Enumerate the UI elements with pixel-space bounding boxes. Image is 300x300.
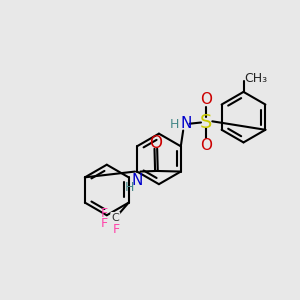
Text: C: C: [111, 213, 119, 223]
Text: N: N: [181, 116, 192, 131]
Text: O: O: [200, 92, 212, 107]
Text: CH₃: CH₃: [244, 72, 268, 85]
Text: O: O: [149, 134, 162, 152]
Text: F: F: [100, 217, 108, 230]
Text: F: F: [100, 207, 108, 220]
Text: F: F: [112, 223, 119, 236]
Text: H: H: [170, 118, 179, 131]
Text: H: H: [125, 181, 134, 194]
Text: O: O: [200, 138, 212, 153]
Text: S: S: [200, 113, 212, 132]
Text: N: N: [132, 173, 143, 188]
